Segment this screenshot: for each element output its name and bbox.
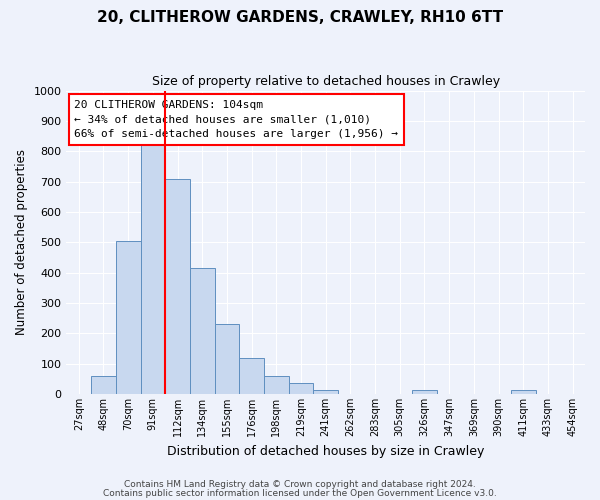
Bar — [412, 390, 437, 394]
Text: 20, CLITHEROW GARDENS, CRAWLEY, RH10 6TT: 20, CLITHEROW GARDENS, CRAWLEY, RH10 6TT — [97, 10, 503, 25]
Y-axis label: Number of detached properties: Number of detached properties — [15, 150, 28, 336]
Bar — [239, 358, 264, 394]
Bar — [511, 390, 536, 394]
Text: Contains HM Land Registry data © Crown copyright and database right 2024.: Contains HM Land Registry data © Crown c… — [124, 480, 476, 489]
Title: Size of property relative to detached houses in Crawley: Size of property relative to detached ho… — [152, 75, 500, 88]
Bar — [215, 324, 239, 394]
Text: 20 CLITHEROW GARDENS: 104sqm
← 34% of detached houses are smaller (1,010)
66% of: 20 CLITHEROW GARDENS: 104sqm ← 34% of de… — [74, 100, 398, 140]
Text: Contains public sector information licensed under the Open Government Licence v3: Contains public sector information licen… — [103, 489, 497, 498]
Bar — [140, 145, 165, 394]
Bar — [91, 376, 116, 394]
Bar — [116, 241, 140, 394]
X-axis label: Distribution of detached houses by size in Crawley: Distribution of detached houses by size … — [167, 444, 484, 458]
Bar — [313, 390, 338, 394]
Bar — [165, 178, 190, 394]
Bar — [264, 376, 289, 394]
Bar — [190, 268, 215, 394]
Bar — [289, 384, 313, 394]
